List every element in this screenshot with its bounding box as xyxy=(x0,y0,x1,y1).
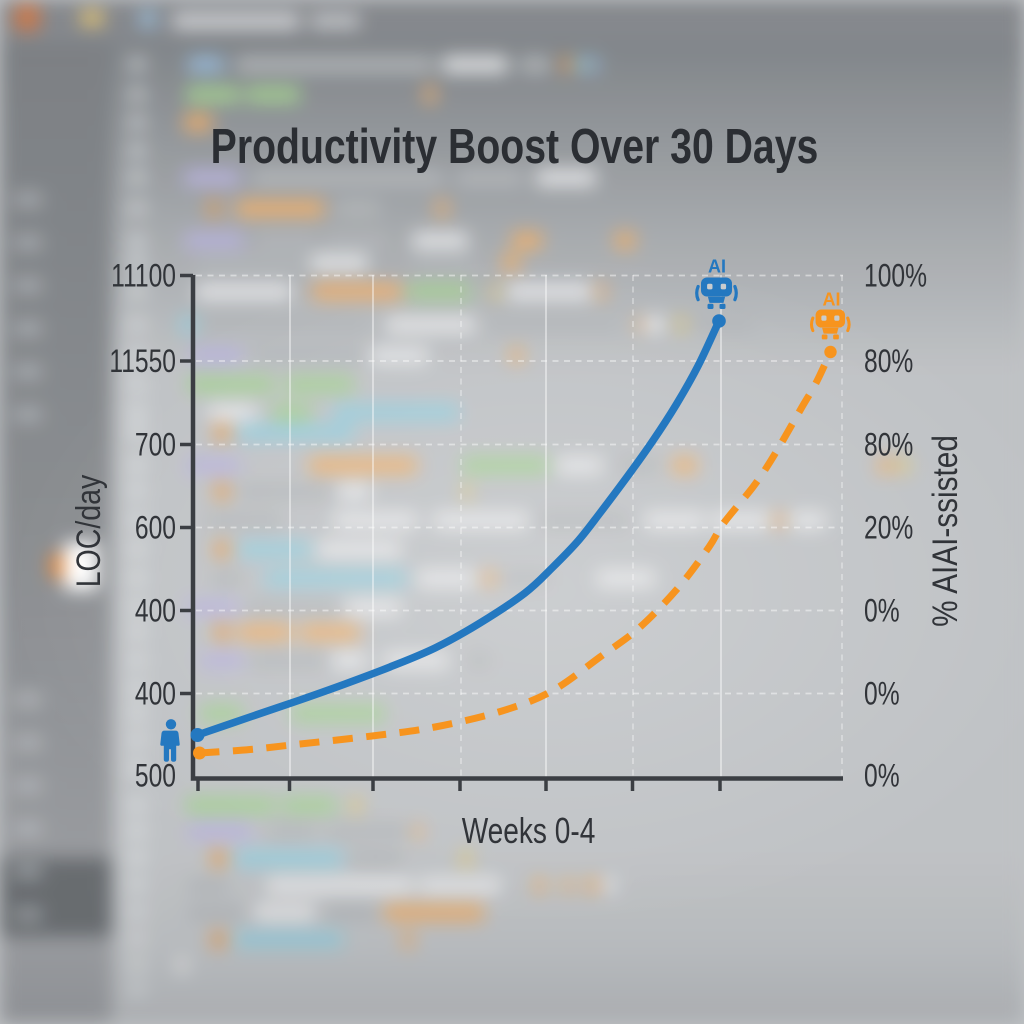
svg-text:% AIAI-ssisted: % AIAI-ssisted xyxy=(926,435,965,627)
svg-text:0%: 0% xyxy=(864,758,900,794)
svg-text:11550: 11550 xyxy=(109,344,176,380)
svg-text:600: 600 xyxy=(135,510,176,546)
svg-text:80%: 80% xyxy=(864,427,913,463)
svg-text:400: 400 xyxy=(135,593,176,629)
svg-text:100%: 100% xyxy=(864,258,927,294)
svg-text:AI: AI xyxy=(823,290,841,310)
svg-text:11100: 11100 xyxy=(111,258,176,294)
svg-text:Weeks 0-4: Weeks 0-4 xyxy=(462,811,596,851)
svg-text:0%: 0% xyxy=(864,593,900,629)
svg-text:Productivity Boost Over 30 Day: Productivity Boost Over 30 Days xyxy=(211,120,819,174)
svg-text:400: 400 xyxy=(135,676,176,712)
svg-text:500: 500 xyxy=(135,758,176,794)
svg-text:700: 700 xyxy=(135,427,176,463)
svg-text:AI: AI xyxy=(708,257,726,277)
svg-text:LOC/day: LOC/day xyxy=(70,474,108,587)
svg-text:80%: 80% xyxy=(864,344,913,380)
svg-text:20%: 20% xyxy=(864,510,913,546)
svg-text:0%: 0% xyxy=(864,676,900,712)
